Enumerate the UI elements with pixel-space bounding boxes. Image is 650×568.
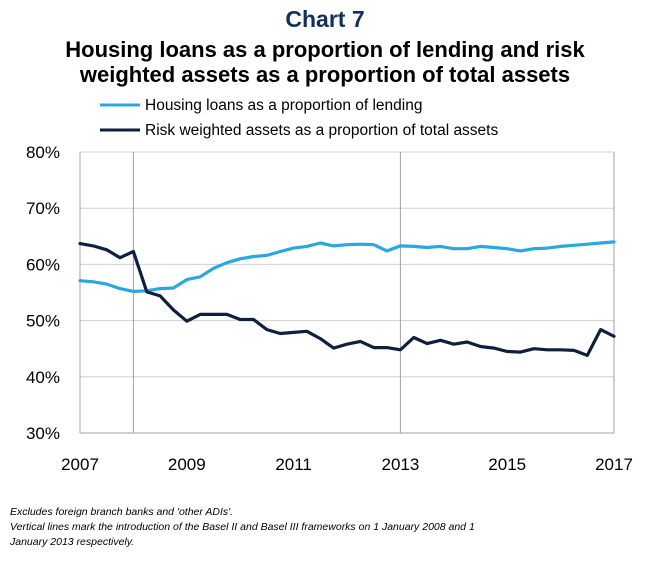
y-tick-label-70: 70% bbox=[26, 199, 60, 218]
y-tick-label-30: 30% bbox=[26, 424, 60, 443]
chart-number: Chart 7 bbox=[285, 6, 365, 32]
note-line-3: January 2013 respectively. bbox=[10, 536, 135, 548]
x-tick-label-2015: 2015 bbox=[488, 455, 526, 474]
chart-title: Housing loans as a proportion of lending… bbox=[0, 37, 650, 87]
line-chart: Housing loans as a proportion of lending… bbox=[26, 97, 633, 474]
chart-title-line-2: weighted assets as a proportion of total… bbox=[79, 62, 571, 87]
y-tick-label-40: 40% bbox=[26, 368, 60, 387]
x-tick-label-2007: 2007 bbox=[61, 455, 99, 474]
chart-title-line-1: Housing loans as a proportion of lending… bbox=[65, 37, 585, 62]
framework-lines bbox=[132, 152, 401, 433]
gridlines bbox=[80, 151, 614, 378]
x-tick-label-2011: 2011 bbox=[275, 455, 312, 474]
legend-label-housing-loans: Housing loans as a proportion of lending bbox=[145, 97, 422, 114]
y-tick-label-80: 80% bbox=[26, 143, 60, 162]
x-tick-label-2017: 2017 bbox=[595, 455, 633, 474]
axes bbox=[79, 152, 615, 434]
x-tick-label-2013: 2013 bbox=[381, 455, 419, 474]
x-tick-labels: 2007 2009 2011 2013 2015 2017 bbox=[61, 455, 633, 474]
note-line-1: Excludes foreign branch banks and 'other… bbox=[10, 506, 234, 518]
chart-notes: Excludes foreign branch banks and 'other… bbox=[10, 505, 640, 550]
y-tick-labels: 30% 40% 50% 60% 70% 80% bbox=[26, 143, 60, 443]
legend-label-risk-weighted-assets: Risk weighted assets as a proportion of … bbox=[145, 122, 498, 139]
legend: Housing loans as a proportion of lending… bbox=[100, 97, 498, 139]
series-line-risk-weighted-assets bbox=[78, 242, 616, 357]
series-group bbox=[78, 240, 616, 357]
y-tick-label-50: 50% bbox=[26, 312, 60, 331]
y-tick-label-60: 60% bbox=[26, 255, 60, 274]
note-line-2: Vertical lines mark the introduction of … bbox=[10, 521, 475, 533]
x-tick-label-2009: 2009 bbox=[168, 455, 206, 474]
series-line-housing-loans bbox=[78, 240, 616, 293]
